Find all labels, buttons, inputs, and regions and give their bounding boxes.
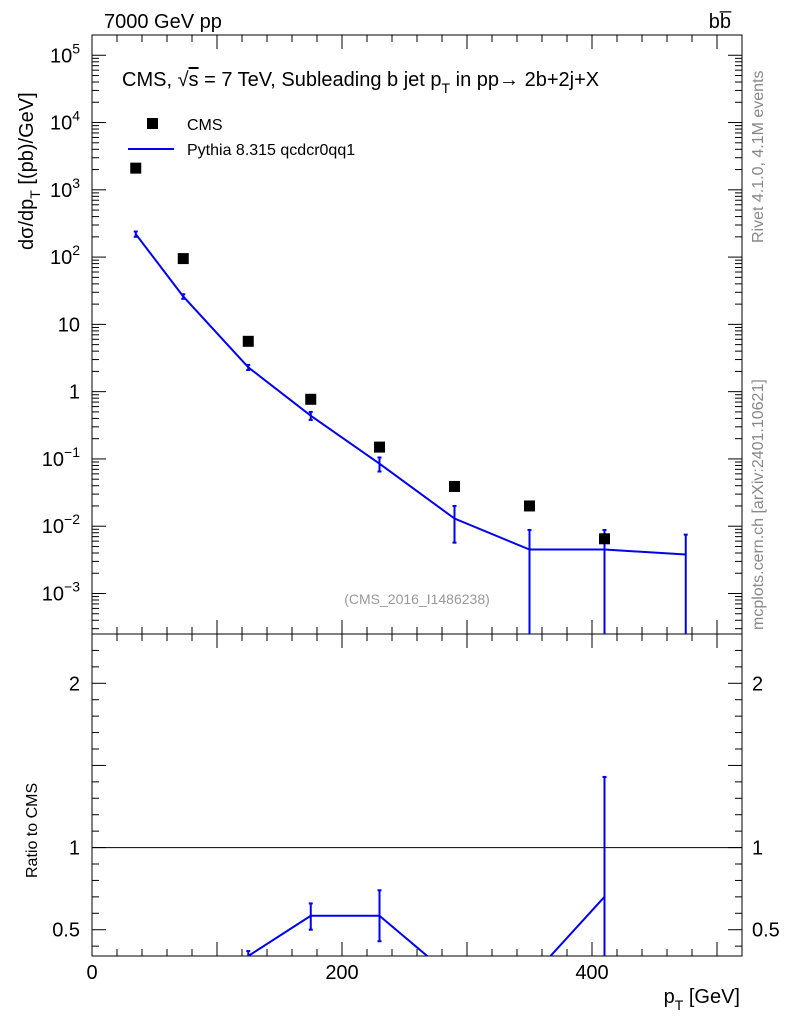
legend-cms-label: CMS [187, 117, 223, 134]
ratio-axis-ticks: 0.5 0.5 1 1 2 2 0 200 400 [52, 634, 780, 984]
rivet-version-label: Rivet 4.1.0, 4.1M events [750, 70, 767, 243]
y-tick-label: 103 [50, 175, 80, 202]
analysis-watermark: (CMS_2016_I1486238) [344, 591, 490, 607]
ratio-y-axis-label: Ratio to CMS [24, 783, 41, 878]
y-tick-label: 10−2 [42, 511, 80, 538]
plot-title: CMS, √s = 7 TeV, Subleading b jet pT in … [122, 69, 599, 96]
cms-data-point [177, 253, 189, 265]
ratio-y-tick-label-left: 2 [69, 673, 80, 695]
y-axis-label: dσ/dpT [(pb)/GeV] [16, 92, 43, 250]
y-tick-label: 10 [58, 314, 80, 336]
ratio-y-tick-label-right: 1 [752, 838, 763, 860]
legend-pythia-label: Pythia 8.315 qcdcr0qq1 [187, 142, 355, 159]
cms-data-point [449, 480, 460, 492]
ratio-plot-frame [91, 633, 743, 957]
ratio-y-tick-label-left: 1 [69, 838, 80, 860]
cms-data-point [599, 533, 610, 545]
y-tick-label: 102 [50, 242, 80, 269]
cms-data-point [374, 441, 385, 453]
x-axis-label: pT [GeV] [664, 986, 740, 1013]
y-tick-label: 104 [50, 108, 80, 135]
legend: CMS Pythia 8.315 qcdcr0qq1 [128, 117, 355, 159]
y-tick-label: 10−3 [42, 578, 80, 605]
header-energy-label: 7000 GeV pp [104, 11, 222, 33]
y-tick-label: 10−1 [42, 444, 80, 471]
ratio-data-marks [246, 775, 607, 956]
pythia-series-line [134, 233, 686, 556]
x-tick-label: 400 [575, 962, 608, 984]
legend-cms-marker [147, 118, 158, 129]
ratio-series-line [247, 896, 606, 956]
ratio-y-tick-label-left: 0.5 [52, 920, 80, 942]
y-tick-label: 105 [50, 40, 80, 67]
main-data-marks [130, 162, 688, 634]
y-tick-label: 1 [69, 382, 80, 404]
cms-data-point [524, 500, 535, 512]
header-process-label: bb̅ [709, 10, 732, 33]
mcplots-reference-label: mcplots.cern.ch [arXiv:2401.10621] [750, 379, 767, 630]
ratio-y-tick-label-right: 0.5 [752, 920, 780, 942]
cms-data-point [242, 335, 254, 347]
cms-data-point [130, 162, 142, 174]
ratio-y-tick-label-right: 2 [752, 673, 763, 695]
x-tick-label: 200 [325, 962, 358, 984]
cms-data-point [305, 393, 317, 405]
x-tick-label: 0 [86, 962, 97, 984]
